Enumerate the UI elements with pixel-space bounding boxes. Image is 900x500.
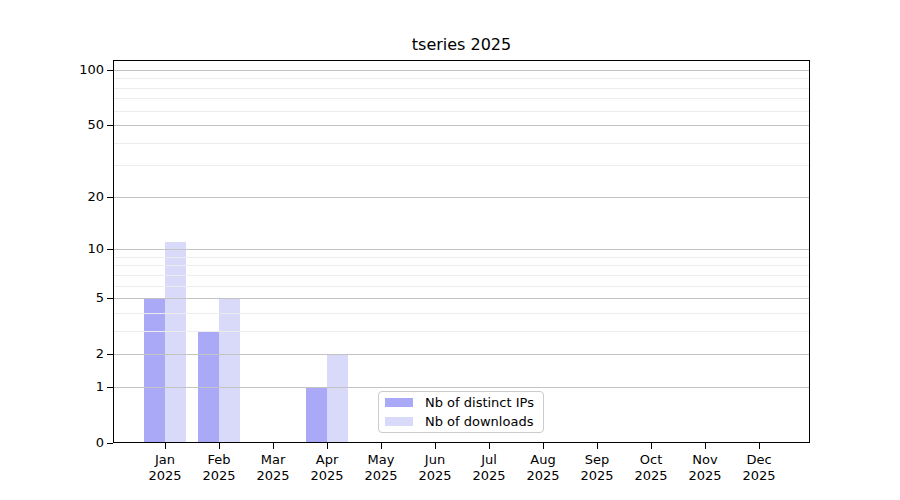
y-tickmark-1 xyxy=(107,387,113,388)
y-tick-label-20: 20 xyxy=(60,189,104,204)
x-tick-label-nov: Nov2025 xyxy=(678,452,732,484)
y-tick-label-0: 0 xyxy=(60,435,104,450)
x-tick-label-jul: Jul2025 xyxy=(462,452,516,484)
month-label: Nov xyxy=(678,452,732,468)
y-tick-label-1: 1 xyxy=(60,379,104,394)
minor-gridline-8 xyxy=(114,265,809,266)
year-label: 2025 xyxy=(300,468,354,484)
major-gridline-5 xyxy=(114,298,809,299)
minor-gridline-40 xyxy=(114,143,809,144)
x-tick-label-feb: Feb2025 xyxy=(192,452,246,484)
y-tickmark-5 xyxy=(107,298,113,299)
year-label: 2025 xyxy=(408,468,462,484)
x-tickmark-dec xyxy=(759,443,760,449)
major-gridline-10 xyxy=(114,249,809,250)
x-tick-label-dec: Dec2025 xyxy=(732,452,786,484)
minor-gridline-3 xyxy=(114,331,809,332)
month-label: Aug xyxy=(516,452,570,468)
x-tick-label-aug: Aug2025 xyxy=(516,452,570,484)
major-gridline-50 xyxy=(114,125,809,126)
legend-row-distinct-ips: Nb of distinct IPs xyxy=(385,394,537,412)
legend-row-downloads: Nb of downloads xyxy=(385,413,537,431)
chart-title: tseries 2025 xyxy=(113,35,810,54)
chart-canvas: tseries 2025 Nb of distinct IPs Nb of do… xyxy=(0,0,900,500)
month-label: Jan xyxy=(138,452,192,468)
y-tick-label-10: 10 xyxy=(60,241,104,256)
x-tick-label-jan: Jan2025 xyxy=(138,452,192,484)
legend-swatch-distinct-ips xyxy=(385,398,413,407)
month-label: Apr xyxy=(300,452,354,468)
month-label: Jul xyxy=(462,452,516,468)
y-tickmark-100 xyxy=(107,70,113,71)
y-tick-label-2: 2 xyxy=(60,346,104,361)
x-tick-label-jun: Jun2025 xyxy=(408,452,462,484)
legend-label-downloads: Nb of downloads xyxy=(425,414,533,429)
x-tickmark-jul xyxy=(489,443,490,449)
minor-gridline-4 xyxy=(114,313,809,314)
y-tickmark-0 xyxy=(107,443,113,444)
major-gridline-20 xyxy=(114,197,809,198)
minor-gridline-6 xyxy=(114,286,809,287)
year-label: 2025 xyxy=(246,468,300,484)
legend-box: Nb of distinct IPs Nb of downloads xyxy=(378,391,544,433)
x-tickmark-aug xyxy=(543,443,544,449)
x-tickmark-sep xyxy=(597,443,598,449)
minor-gridline-70 xyxy=(114,98,809,99)
year-label: 2025 xyxy=(138,468,192,484)
year-label: 2025 xyxy=(192,468,246,484)
minor-gridline-30 xyxy=(114,165,809,166)
x-tickmark-apr xyxy=(327,443,328,449)
y-tick-label-50: 50 xyxy=(60,117,104,132)
legend-swatch-downloads xyxy=(385,417,413,426)
x-tick-label-oct: Oct2025 xyxy=(624,452,678,484)
x-tick-label-sep: Sep2025 xyxy=(570,452,624,484)
year-label: 2025 xyxy=(462,468,516,484)
major-gridline-2 xyxy=(114,354,809,355)
month-label: Jun xyxy=(408,452,462,468)
major-gridline-100 xyxy=(114,70,809,71)
month-label: Dec xyxy=(732,452,786,468)
month-label: Feb xyxy=(192,452,246,468)
bar-distinct-ips-jan xyxy=(144,298,165,443)
bar-distinct-ips-apr xyxy=(306,387,327,443)
minor-gridline-7 xyxy=(114,275,809,276)
x-tick-label-mar: Mar2025 xyxy=(246,452,300,484)
x-tickmark-jan xyxy=(165,443,166,449)
year-label: 2025 xyxy=(678,468,732,484)
y-tickmark-50 xyxy=(107,125,113,126)
minor-gridline-60 xyxy=(114,111,809,112)
bar-downloads-jan xyxy=(165,242,186,443)
x-tickmark-jun xyxy=(435,443,436,449)
legend-label-distinct-ips: Nb of distinct IPs xyxy=(425,395,534,410)
bar-downloads-apr xyxy=(327,354,348,443)
major-gridline-1 xyxy=(114,387,809,388)
year-label: 2025 xyxy=(624,468,678,484)
x-tickmark-feb xyxy=(219,443,220,449)
y-tick-label-5: 5 xyxy=(60,290,104,305)
minor-gridline-9 xyxy=(114,257,809,258)
month-label: May xyxy=(354,452,408,468)
year-label: 2025 xyxy=(516,468,570,484)
bar-downloads-feb xyxy=(219,298,240,443)
x-tickmark-may xyxy=(381,443,382,449)
x-tickmark-nov xyxy=(705,443,706,449)
month-label: Oct xyxy=(624,452,678,468)
year-label: 2025 xyxy=(732,468,786,484)
y-tickmark-20 xyxy=(107,197,113,198)
month-label: Mar xyxy=(246,452,300,468)
x-tick-label-apr: Apr2025 xyxy=(300,452,354,484)
x-tick-label-may: May2025 xyxy=(354,452,408,484)
x-tickmark-mar xyxy=(273,443,274,449)
minor-gridline-80 xyxy=(114,88,809,89)
year-label: 2025 xyxy=(354,468,408,484)
y-tickmark-10 xyxy=(107,249,113,250)
y-tickmark-2 xyxy=(107,354,113,355)
minor-gridline-90 xyxy=(114,78,809,79)
y-tick-label-100: 100 xyxy=(60,62,104,77)
x-tickmark-oct xyxy=(651,443,652,449)
month-label: Sep xyxy=(570,452,624,468)
year-label: 2025 xyxy=(570,468,624,484)
